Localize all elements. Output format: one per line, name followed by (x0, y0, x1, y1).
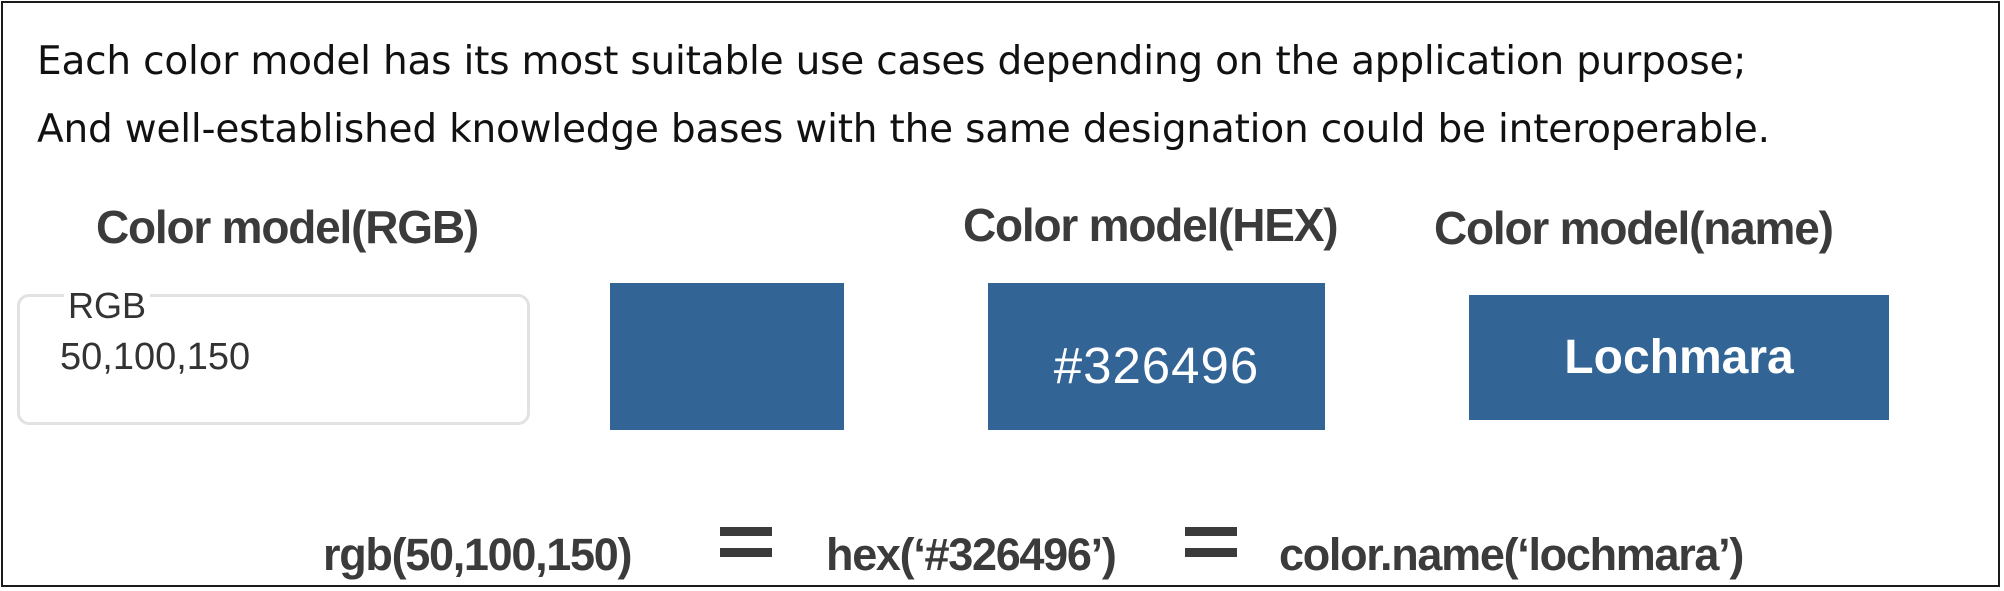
name-color-box: Lochmara (1469, 295, 1889, 420)
intro-text: Each color model has its most suitable u… (37, 28, 1987, 164)
intro-line-1: Each color model has its most suitable u… (37, 39, 1747, 84)
equals-icon (720, 521, 772, 559)
equation-hex: hex(‘#326496’) (826, 529, 1117, 580)
equation-name: color.name(‘lochmara’) (1279, 529, 1744, 580)
rgb-field-label: RGB (64, 286, 151, 326)
color-swatch (610, 283, 844, 430)
intro-line-2: And well-established knowledge bases wit… (37, 107, 1770, 152)
hex-color-box: #326496 (988, 283, 1325, 430)
heading-name: Color model(name) (1434, 202, 1834, 254)
rgb-field-value: 50,100,150 (60, 336, 251, 378)
equals-icon (1185, 521, 1237, 559)
equation-rgb: rgb(50,100,150) (323, 529, 632, 580)
hex-value: #326496 (1053, 337, 1260, 394)
heading-hex: Color model(HEX) (963, 199, 1339, 251)
heading-rgb: Color model(RGB) (96, 201, 479, 253)
color-name-value: Lochmara (1564, 331, 1794, 384)
